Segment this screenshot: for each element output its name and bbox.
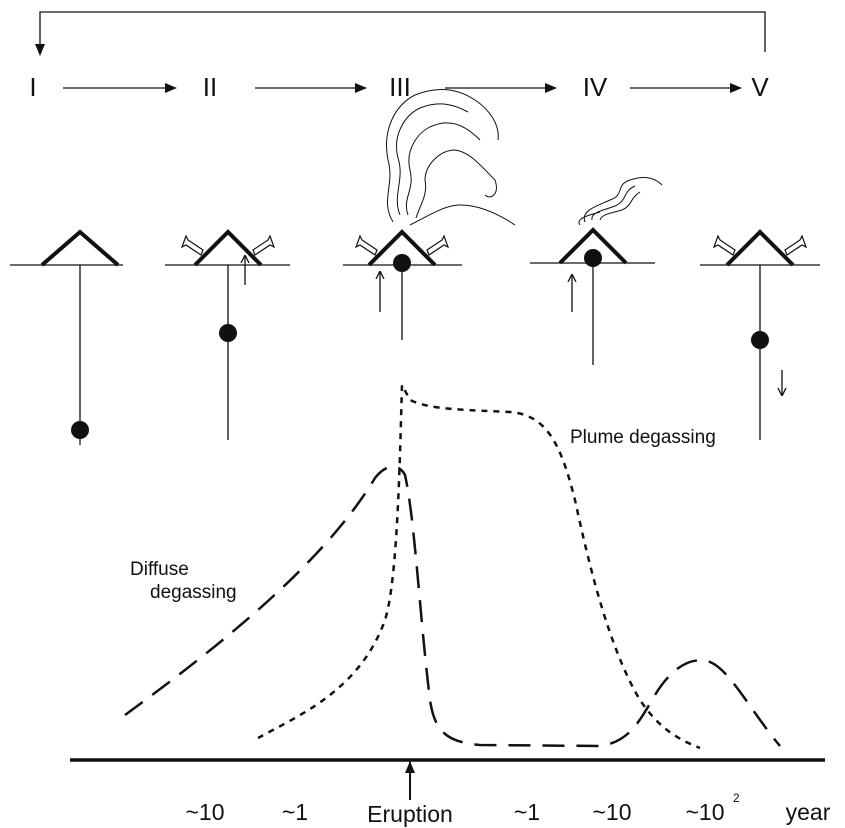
cycle-arrow [35, 11, 766, 56]
volcano-4 [530, 177, 663, 365]
time-label: ~10 [592, 799, 631, 825]
volcano-5 [700, 229, 820, 440]
time-label: ~10 [685, 799, 724, 825]
diffuse-curve [124, 465, 781, 748]
time-label: Eruption [367, 801, 453, 827]
time-unit: year [786, 799, 831, 825]
stage-label: II [203, 72, 217, 102]
volcano-1 [10, 229, 123, 445]
time-label: ~10 [185, 799, 224, 825]
plume-label: Plume degassing [570, 427, 716, 448]
stage-label: III [389, 72, 411, 102]
volcano-3 [343, 89, 516, 340]
stage-label: IV [583, 72, 608, 102]
diffuse-label: Diffuse [130, 559, 189, 580]
time-label: ~1 [282, 799, 308, 825]
stage-label: I [29, 72, 36, 102]
time-label: ~1 [514, 799, 540, 825]
time-label-superscript: 2 [733, 791, 740, 805]
diffuse-label: degassing [150, 582, 237, 603]
stage-label: V [751, 72, 769, 102]
volcano-2 [165, 229, 290, 440]
